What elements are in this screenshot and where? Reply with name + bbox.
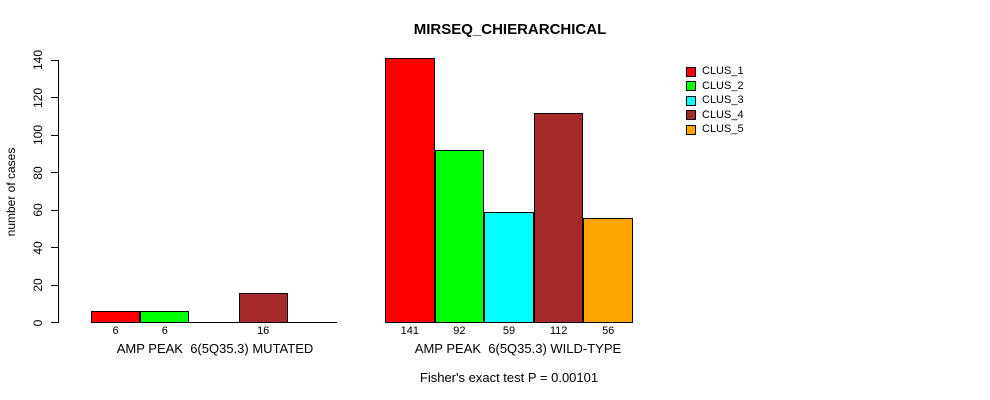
y-axis-tick (51, 247, 58, 248)
bar-value-label: 92 (453, 325, 466, 337)
legend-label: CLUS_4 (702, 108, 744, 121)
x-axis-baseline (385, 322, 633, 323)
legend-swatch-clus_1 (686, 66, 696, 77)
group-label: AMP PEAK 6(5Q35.3) WILD-TYPE (414, 341, 622, 356)
bar-clus_2 (434, 150, 485, 323)
bar-value-label: 56 (602, 325, 615, 337)
legend-item: CLUS_3 (686, 95, 744, 106)
bar-clus_5 (583, 217, 633, 323)
chart-title: MIRSEQ_CHIERARCHICAL (413, 21, 607, 38)
bar-value-label: 112 (549, 325, 568, 337)
legend-item: CLUS_2 (686, 79, 744, 92)
legend-label: CLUS_1 (702, 65, 744, 77)
bar-value-label: 59 (502, 325, 516, 337)
bar-clus_1 (91, 311, 141, 323)
fisher-test-annotation: Fisher's exact test P = 0.00101 (419, 370, 599, 385)
legend-item: CLUS_5 (686, 124, 744, 135)
legend-swatch-clus_4 (686, 110, 696, 120)
y-tick-label: 80 (31, 165, 45, 180)
y-tick-label: 60 (31, 203, 45, 217)
bar-value-label: 16 (257, 325, 270, 337)
legend-item: CLUS_4 (686, 108, 744, 121)
x-axis-baseline (91, 322, 337, 323)
y-tick-label: 20 (31, 278, 45, 292)
group-label: AMP PEAK 6(5Q35.3) MUTATED (116, 341, 314, 356)
y-axis-tick (51, 209, 58, 211)
y-axis-tick (51, 134, 58, 136)
bar-clus_4 (533, 112, 584, 323)
legend-label: CLUS_3 (702, 94, 744, 106)
bar-value-label: 6 (112, 325, 119, 337)
legend-label: CLUS_5 (702, 123, 744, 135)
y-axis-tick (51, 284, 58, 286)
bar-clus_4 (238, 292, 288, 323)
legend-label: CLUS_2 (702, 79, 744, 92)
legend-swatch-clus_5 (686, 124, 696, 135)
legend-swatch-clus_2 (686, 81, 696, 91)
y-axis-tick (51, 322, 58, 323)
bar-value-label: 141 (400, 325, 419, 337)
y-tick-label: 0 (31, 319, 45, 326)
y-axis-tick (51, 59, 58, 61)
y-axis-line (58, 60, 59, 323)
y-tick-label: 120 (31, 87, 45, 108)
y-tick-label: 140 (31, 49, 45, 71)
bar-clus_2 (140, 311, 190, 323)
y-axis-tick (51, 172, 58, 173)
bar-value-label: 6 (161, 325, 168, 337)
bar-clus_3 (484, 211, 534, 323)
y-tick-label: 100 (31, 124, 45, 146)
legend-swatch-clus_3 (686, 95, 696, 106)
bar-clus_1 (385, 58, 435, 323)
legend-item: CLUS_1 (686, 66, 744, 77)
y-tick-label: 40 (31, 240, 45, 255)
y-axis-tick (51, 97, 58, 98)
y-axis-title: number of cases (4, 147, 18, 237)
